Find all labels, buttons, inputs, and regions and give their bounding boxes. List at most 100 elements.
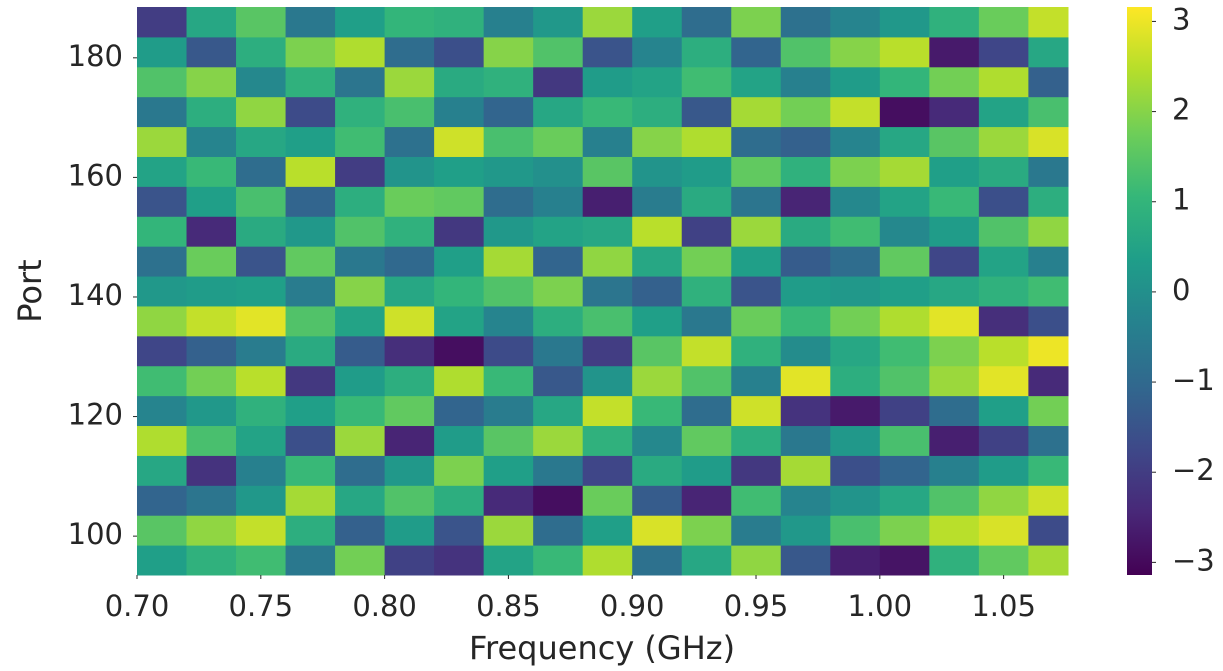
- heatmap-cell: [879, 305, 930, 337]
- heatmap-cell: [978, 545, 1029, 576]
- heatmap-cell: [879, 545, 930, 576]
- heatmap-cell: [335, 126, 386, 157]
- heatmap-cell: [335, 7, 386, 38]
- heatmap-cell: [632, 186, 683, 217]
- heatmap-cell: [879, 395, 930, 427]
- heatmap-cell: [533, 126, 584, 157]
- heatmap-cell: [929, 425, 980, 456]
- heatmap-cell: [1028, 186, 1069, 217]
- heatmap-cell: [483, 66, 534, 98]
- heatmap-cell: [978, 96, 1029, 128]
- heatmap-cell: [978, 126, 1029, 157]
- heatmap-cell: [335, 485, 386, 516]
- heatmap-cell: [335, 365, 386, 397]
- heatmap-cell: [236, 66, 287, 98]
- heatmap-cell: [681, 186, 732, 217]
- heatmap-cell: [780, 66, 831, 98]
- heatmap-cell: [780, 7, 831, 38]
- heatmap-cell: [879, 455, 930, 486]
- heatmap-cell: [137, 96, 188, 128]
- heatmap-cell: [384, 36, 435, 68]
- heatmap-cell: [582, 96, 633, 128]
- heatmap-cell: [978, 246, 1029, 277]
- heatmap-cell: [632, 156, 683, 187]
- heatmap-cell: [830, 485, 881, 516]
- heatmap-cell: [236, 186, 287, 217]
- heatmap-cell: [632, 515, 683, 546]
- heatmap-cell: [434, 96, 485, 128]
- heatmap-cell: [731, 545, 782, 576]
- heatmap-cell: [731, 96, 782, 128]
- heatmap-cell: [632, 545, 683, 576]
- heatmap-cell: [186, 365, 237, 397]
- heatmap-cell: [731, 126, 782, 157]
- heatmap-cell: [236, 515, 287, 546]
- heatmap-cell: [434, 126, 485, 157]
- heatmap-cell: [582, 156, 633, 187]
- heatmap-cell: [978, 305, 1029, 337]
- x-axis-label: Frequency (GHz): [469, 629, 735, 667]
- heatmap-cell: [137, 515, 188, 546]
- heatmap-cell: [681, 36, 732, 68]
- heatmap-cell: [632, 96, 683, 128]
- heatmap-cell: [830, 156, 881, 187]
- heatmap-cell: [681, 485, 732, 516]
- heatmap-cell: [335, 96, 386, 128]
- heatmap-cell: [1028, 126, 1069, 157]
- heatmap-cell: [830, 335, 881, 367]
- heatmap-cell: [186, 395, 237, 427]
- heatmap-cell: [137, 246, 188, 277]
- heatmap-cell: [582, 485, 633, 516]
- heatmap-cell: [780, 395, 831, 427]
- heatmap-cell: [681, 276, 732, 307]
- heatmap-cell: [830, 276, 881, 307]
- heatmap-cell: [780, 455, 831, 486]
- heatmap-cell: [434, 246, 485, 277]
- heatmap-cell: [384, 96, 435, 128]
- heatmap-cell: [582, 276, 633, 307]
- heatmap-cell: [780, 276, 831, 307]
- colorbar-tick-label: −2: [1172, 453, 1215, 487]
- heatmap-cell: [929, 365, 980, 397]
- heatmap-cell: [582, 455, 633, 486]
- heatmap-cell: [929, 246, 980, 277]
- heatmap-cell: [533, 186, 584, 217]
- heatmap-cell: [483, 276, 534, 307]
- heatmap-cell: [335, 66, 386, 98]
- heatmap-cell: [978, 276, 1029, 307]
- heatmap-cell: [681, 395, 732, 427]
- heatmap-cell: [285, 7, 336, 38]
- heatmap-cell: [582, 335, 633, 367]
- heatmap-cell: [929, 186, 980, 217]
- heatmap-cell: [731, 246, 782, 277]
- heatmap-cell: [830, 186, 881, 217]
- heatmap-cell: [137, 365, 188, 397]
- heatmap-cell: [533, 545, 584, 576]
- heatmap-cell: [731, 335, 782, 367]
- heatmap-cell: [236, 425, 287, 456]
- heatmap-cell: [780, 36, 831, 68]
- heatmap-cell: [434, 515, 485, 546]
- heatmap-cell: [681, 515, 732, 546]
- heatmap-cell: [978, 425, 1029, 456]
- heatmap-cell: [780, 156, 831, 187]
- heatmap-cell: [285, 246, 336, 277]
- heatmap-cell: [384, 335, 435, 367]
- heatmap-cell: [384, 66, 435, 98]
- colorbar-tick-label: −1: [1172, 363, 1215, 397]
- x-tick-label: 0.70: [105, 589, 170, 623]
- heatmap-cell: [137, 126, 188, 157]
- heatmap-cell: [879, 156, 930, 187]
- heatmap-cell: [830, 7, 881, 38]
- heatmap-cell: [335, 36, 386, 68]
- heatmap-cell: [780, 186, 831, 217]
- x-tick-label: 0.90: [600, 589, 665, 623]
- colorbar-tick-label: −3: [1172, 543, 1215, 577]
- heatmap-cell: [879, 246, 930, 277]
- heatmap-cell: [1028, 276, 1069, 307]
- heatmap-cell: [1028, 246, 1069, 277]
- heatmap-cell: [186, 335, 237, 367]
- heatmap-cell: [434, 395, 485, 427]
- heatmap-cell: [236, 276, 287, 307]
- heatmap-cell: [582, 36, 633, 68]
